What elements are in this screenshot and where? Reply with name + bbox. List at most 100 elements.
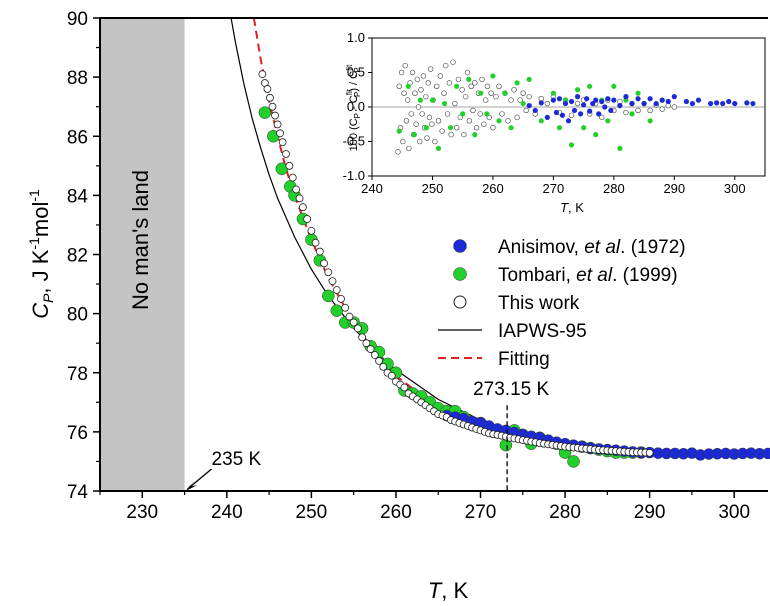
inset-point-tombari bbox=[448, 125, 454, 131]
limit-arrow-head bbox=[185, 480, 198, 491]
inset-point-anisimov bbox=[689, 100, 696, 107]
inset-point-tombari bbox=[556, 125, 563, 131]
inset-point-this-work bbox=[433, 83, 440, 90]
inset-point-anisimov bbox=[695, 97, 702, 103]
inset-point-tombari bbox=[435, 145, 442, 151]
inset-point-anisimov bbox=[605, 96, 611, 102]
inset-point-this-work bbox=[432, 138, 438, 145]
inset-point-anisimov bbox=[647, 96, 653, 102]
inset-point-this-work bbox=[488, 90, 494, 96]
y-axis-title: CP, J K-1mol-1 bbox=[26, 189, 56, 319]
inset-point-this-work bbox=[395, 149, 401, 155]
main-axes: 230 240 250 260 270 280 290 300 74 76 78 80 82 84 86 88… bbox=[67, 9, 768, 523]
data-point-this-work bbox=[353, 324, 362, 333]
inset-point-anisimov bbox=[596, 111, 602, 117]
data-point-tombari bbox=[567, 455, 580, 468]
inset-point-anisimov bbox=[553, 109, 560, 116]
inset-point-this-work bbox=[481, 121, 487, 127]
x-tick-label: 240 bbox=[211, 502, 243, 523]
inset-point-anisimov bbox=[623, 94, 629, 100]
data-point-this-work bbox=[303, 215, 312, 223]
inset-point-tombari bbox=[617, 145, 623, 151]
legend-marker bbox=[453, 267, 467, 281]
data-point-this-work bbox=[320, 259, 328, 268]
inset-y-axis-title: 100 (CP - CfitP) / CfitP bbox=[345, 64, 362, 151]
inset-point-anisimov bbox=[659, 97, 665, 103]
no-mans-land-label: No man's land bbox=[128, 170, 153, 310]
inset-point-anisimov bbox=[608, 107, 614, 114]
x-tick-label: 230 bbox=[126, 502, 158, 523]
y-tick-label: 84 bbox=[67, 186, 89, 207]
data-point-this-work bbox=[400, 383, 409, 392]
inset-point-this-work bbox=[659, 106, 665, 112]
data-point-this-work bbox=[645, 448, 654, 457]
x-tick-label: 260 bbox=[380, 502, 412, 523]
inset-point-anisimov bbox=[750, 100, 756, 107]
inset-point-this-work bbox=[459, 87, 465, 93]
inset-point-this-work bbox=[490, 124, 496, 131]
main-annotations: 273.15 K 235 K bbox=[185, 379, 549, 491]
inset-point-this-work bbox=[635, 107, 641, 114]
data-point-this-work bbox=[299, 203, 307, 212]
data-point-this-work bbox=[278, 138, 287, 147]
inset-point-this-work bbox=[425, 80, 431, 86]
data-point-this-work bbox=[332, 286, 341, 294]
inset-point-anisimov bbox=[665, 98, 671, 105]
inset-point-this-work bbox=[520, 90, 526, 96]
data-point-this-work bbox=[358, 333, 367, 342]
data-point-this-work bbox=[311, 238, 320, 247]
inset-point-this-work bbox=[568, 112, 575, 118]
inset-point-tombari bbox=[454, 83, 460, 89]
inset-point-this-work bbox=[463, 93, 469, 100]
inset-point-this-work bbox=[523, 107, 529, 114]
inset-point-anisimov bbox=[714, 100, 720, 106]
inset-point-this-work bbox=[415, 104, 422, 110]
inset-y-tick-label: 0.5 bbox=[347, 65, 365, 80]
inset-point-tombari bbox=[472, 132, 478, 138]
inset-point-tombari bbox=[568, 142, 575, 148]
data-point-this-work bbox=[366, 345, 375, 354]
y-tick-label: 82 bbox=[67, 246, 88, 267]
inset-point-this-work bbox=[448, 131, 454, 138]
legend-marker bbox=[453, 295, 467, 309]
y-tick-label: 80 bbox=[67, 305, 88, 326]
data-point-this-work bbox=[263, 85, 272, 93]
legend-label: This work bbox=[498, 293, 580, 314]
inset-point-this-work bbox=[472, 80, 478, 86]
inset-point-this-work bbox=[418, 87, 424, 93]
inset-x-tick-label: 290 bbox=[663, 181, 685, 196]
inset-point-anisimov bbox=[683, 98, 690, 105]
data-point-this-work bbox=[370, 351, 379, 359]
inset-point-this-work bbox=[437, 73, 444, 79]
inset-point-this-work bbox=[473, 124, 480, 131]
inset-point-anisimov bbox=[538, 100, 544, 106]
data-point-this-work bbox=[268, 102, 277, 111]
data-point-tombari bbox=[322, 289, 335, 303]
inset-point-tombari bbox=[441, 100, 448, 107]
inset-x-tick-label: 260 bbox=[482, 181, 504, 196]
inset-point-tombari bbox=[587, 83, 593, 89]
inset-point-this-work bbox=[429, 121, 435, 127]
inset-point-tombari bbox=[550, 90, 556, 96]
legend-label-italic: et al bbox=[584, 237, 621, 258]
inset-point-anisimov bbox=[562, 100, 569, 107]
inset-point-tombari bbox=[635, 90, 641, 96]
data-point-this-work bbox=[295, 194, 304, 203]
inset-point-tombari bbox=[411, 132, 417, 138]
inset-point-anisimov bbox=[559, 112, 566, 118]
inset-point-this-work bbox=[514, 114, 520, 121]
inset-point-tombari bbox=[593, 132, 599, 138]
inset-point-this-work bbox=[420, 73, 427, 79]
inset-point-this-work bbox=[435, 118, 442, 124]
inset-point-this-work bbox=[408, 111, 414, 117]
inset-point-this-work bbox=[404, 97, 411, 103]
inset-point-this-work bbox=[452, 100, 458, 107]
inset-point-this-work bbox=[647, 107, 653, 114]
inset-point-this-work bbox=[401, 90, 407, 96]
inset-point-this-work bbox=[468, 83, 474, 90]
inset-point-anisimov bbox=[617, 103, 623, 109]
inset-point-anisimov bbox=[671, 94, 677, 100]
inset-point-this-work bbox=[526, 93, 532, 100]
data-point-this-work bbox=[387, 371, 396, 380]
inset-point-this-work bbox=[470, 107, 476, 114]
